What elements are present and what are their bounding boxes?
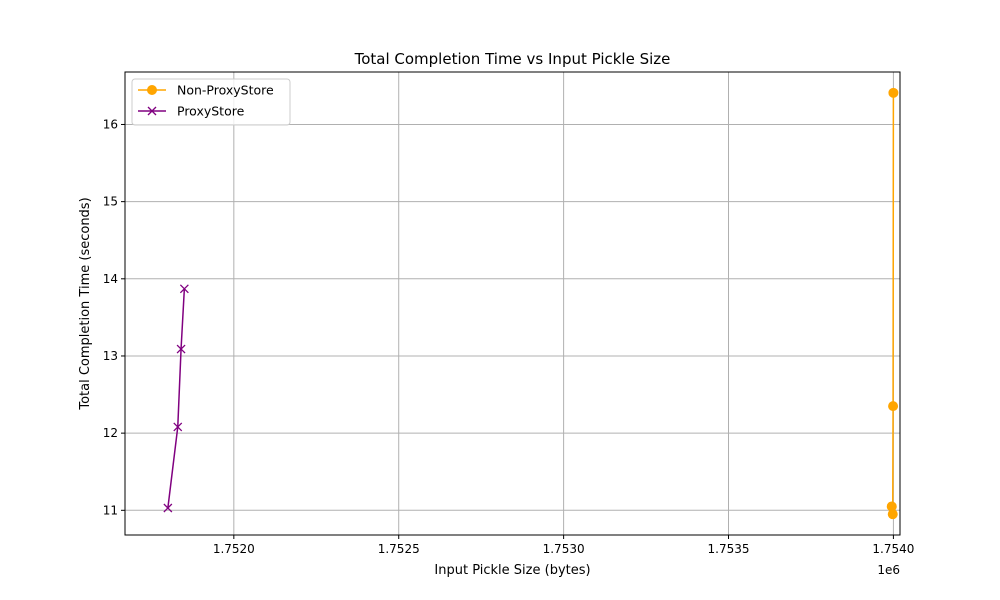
series-non-proxystore: [886, 87, 899, 520]
x-tick-label: 1.7520: [213, 542, 255, 556]
plot-frame: [124, 71, 901, 536]
legend-item: Non-ProxyStore: [138, 83, 274, 98]
legend-marker: [147, 85, 157, 95]
data-point: [173, 422, 183, 432]
series-layer: [163, 87, 899, 520]
y-tick-label: 15: [103, 195, 118, 209]
x-tick-label: 1.7535: [708, 542, 750, 556]
legend-label: ProxyStore: [177, 104, 245, 119]
series-line: [167, 288, 186, 509]
x-axis-offset-label: 1e6: [877, 563, 900, 577]
y-tick-label: 14: [103, 272, 118, 286]
x-tick-label: 1.7540: [872, 542, 914, 556]
legend-marker: [147, 106, 157, 116]
y-tick-label: 13: [103, 349, 118, 363]
grid: [125, 72, 900, 535]
legend-box: [131, 78, 291, 126]
data-point: [176, 344, 186, 354]
y-tick-label: 16: [103, 117, 118, 131]
data-point: [179, 284, 189, 294]
y-tick-label: 11: [103, 503, 118, 517]
x-tick-label: 1.7530: [543, 542, 585, 556]
ticks: 1.7520 1.7525 1.7530 1.7535 1.7540 11 12 13 14 15…: [103, 117, 915, 556]
legend-label: Non-ProxyStore: [177, 83, 274, 98]
x-tick-label: 1.7525: [378, 542, 420, 556]
legend-item: ProxyStore: [138, 104, 245, 119]
y-axis-label: Total Completion Time (seconds): [78, 197, 93, 410]
legend-items: Non-ProxyStore ProxyStore: [138, 83, 274, 119]
series-proxystore: [163, 284, 189, 513]
x-axis-label: Input Pickle Size (bytes): [434, 563, 590, 578]
chart-title: Total Completion Time vs Input Pickle Si…: [354, 50, 671, 68]
data-point: [887, 509, 898, 520]
data-point: [888, 401, 899, 412]
data-point: [888, 87, 899, 98]
legend: Non-ProxyStore ProxyStore: [131, 78, 291, 126]
y-tick-label: 12: [103, 426, 118, 440]
data-point: [163, 503, 173, 513]
